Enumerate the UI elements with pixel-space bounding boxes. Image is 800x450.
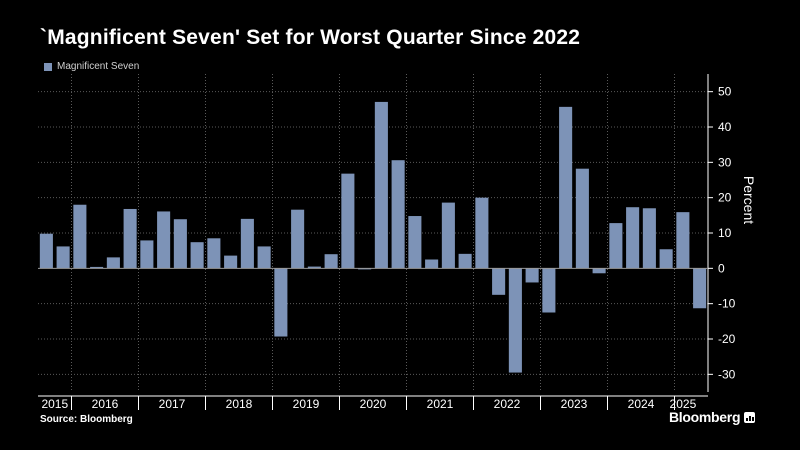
bar	[693, 268, 707, 309]
bar	[173, 219, 187, 269]
y-tick-label: 10	[718, 226, 732, 240]
x-tick-label: 2022	[494, 397, 521, 411]
bar	[559, 106, 573, 269]
y-tick-label: 0	[718, 261, 725, 275]
y-tick-label: -10	[718, 297, 736, 311]
x-tick-label: 2021	[427, 397, 454, 411]
bar	[73, 204, 87, 269]
y-tick-label: 40	[718, 120, 732, 134]
bar	[341, 173, 355, 269]
bar	[676, 212, 690, 269]
x-tick-label: 2015	[41, 397, 68, 411]
x-tick-label: 2017	[159, 397, 186, 411]
x-tick-label: 2016	[92, 397, 119, 411]
bar	[408, 216, 422, 269]
bar	[106, 257, 120, 269]
chart-title: `Magnificent Seven' Set for Worst Quarte…	[40, 26, 581, 49]
brand-chart-icon	[744, 411, 756, 423]
bar	[123, 208, 137, 269]
bar	[56, 246, 70, 269]
bar	[207, 238, 221, 269]
bar	[157, 211, 171, 269]
bar	[307, 266, 321, 269]
bar	[274, 268, 288, 337]
bar	[90, 266, 104, 269]
y-axis-title: Percent	[741, 176, 757, 224]
bar	[190, 242, 204, 269]
bar	[374, 101, 388, 269]
bar	[240, 218, 254, 269]
legend-swatch	[44, 62, 52, 71]
y-tick-label: 50	[718, 85, 732, 99]
legend-label: Magnificent Seven	[57, 61, 140, 72]
x-tick-label: 2020	[360, 397, 387, 411]
bar	[257, 246, 271, 269]
y-tick-label: 30	[718, 155, 732, 169]
bar	[324, 254, 338, 269]
bar	[291, 209, 305, 269]
x-tick-label: 2019	[293, 397, 320, 411]
bar	[508, 268, 522, 373]
y-tick-label: 20	[718, 191, 732, 205]
bar	[441, 202, 455, 269]
bar	[592, 268, 606, 274]
bar	[609, 223, 623, 269]
bar	[642, 208, 656, 269]
brand-logo: Bloomberg	[669, 409, 756, 425]
x-tick-label: 2025	[670, 397, 697, 411]
bar	[575, 168, 589, 269]
x-tick-label: 2024	[628, 397, 655, 411]
bar	[626, 207, 640, 269]
bar	[659, 249, 673, 269]
x-tick-label: 2018	[226, 397, 253, 411]
legend: Magnificent Seven	[44, 61, 139, 72]
x-tick-label: 2023	[561, 397, 588, 411]
bar	[425, 259, 439, 269]
bar	[39, 233, 53, 269]
bar	[458, 253, 472, 269]
bar	[224, 255, 238, 269]
bar	[140, 240, 154, 269]
source-note: Source: Bloomberg	[40, 414, 133, 425]
brand-name: Bloomberg	[669, 409, 741, 425]
bar	[358, 268, 372, 270]
bar	[492, 268, 506, 295]
y-tick-label: -20	[718, 332, 736, 346]
bar	[525, 268, 539, 283]
bar	[391, 160, 405, 269]
y-tick-label: -30	[718, 367, 736, 381]
bar	[475, 197, 489, 269]
bar	[542, 268, 556, 313]
